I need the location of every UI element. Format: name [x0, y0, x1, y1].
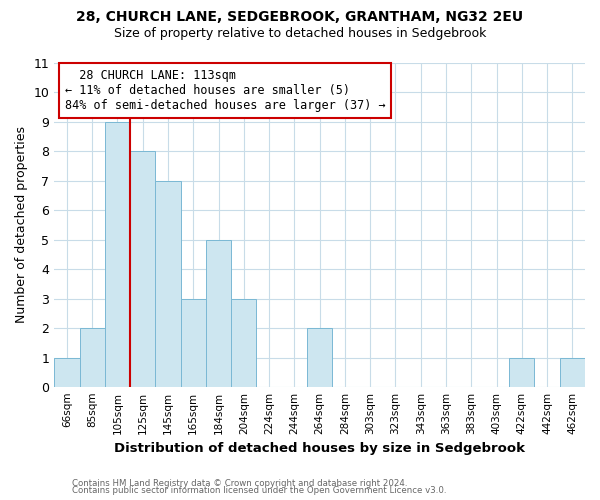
Text: Size of property relative to detached houses in Sedgebrook: Size of property relative to detached ho… [114, 28, 486, 40]
Bar [181, 299, 206, 388]
Bar [54, 358, 80, 388]
Text: Contains HM Land Registry data © Crown copyright and database right 2024.: Contains HM Land Registry data © Crown c… [72, 478, 407, 488]
Bar [130, 151, 155, 388]
Text: 28 CHURCH LANE: 113sqm
← 11% of detached houses are smaller (5)
84% of semi-deta: 28 CHURCH LANE: 113sqm ← 11% of detached… [65, 69, 386, 112]
Bar [307, 328, 332, 388]
Bar [206, 240, 231, 388]
Bar [509, 358, 535, 388]
Bar [155, 180, 181, 388]
Text: 28, CHURCH LANE, SEDGEBROOK, GRANTHAM, NG32 2EU: 28, CHURCH LANE, SEDGEBROOK, GRANTHAM, N… [76, 10, 524, 24]
Bar [105, 122, 130, 388]
Text: Contains public sector information licensed under the Open Government Licence v3: Contains public sector information licen… [72, 486, 446, 495]
Bar [80, 328, 105, 388]
Bar [560, 358, 585, 388]
Y-axis label: Number of detached properties: Number of detached properties [15, 126, 28, 324]
Bar [231, 299, 256, 388]
X-axis label: Distribution of detached houses by size in Sedgebrook: Distribution of detached houses by size … [114, 442, 525, 455]
